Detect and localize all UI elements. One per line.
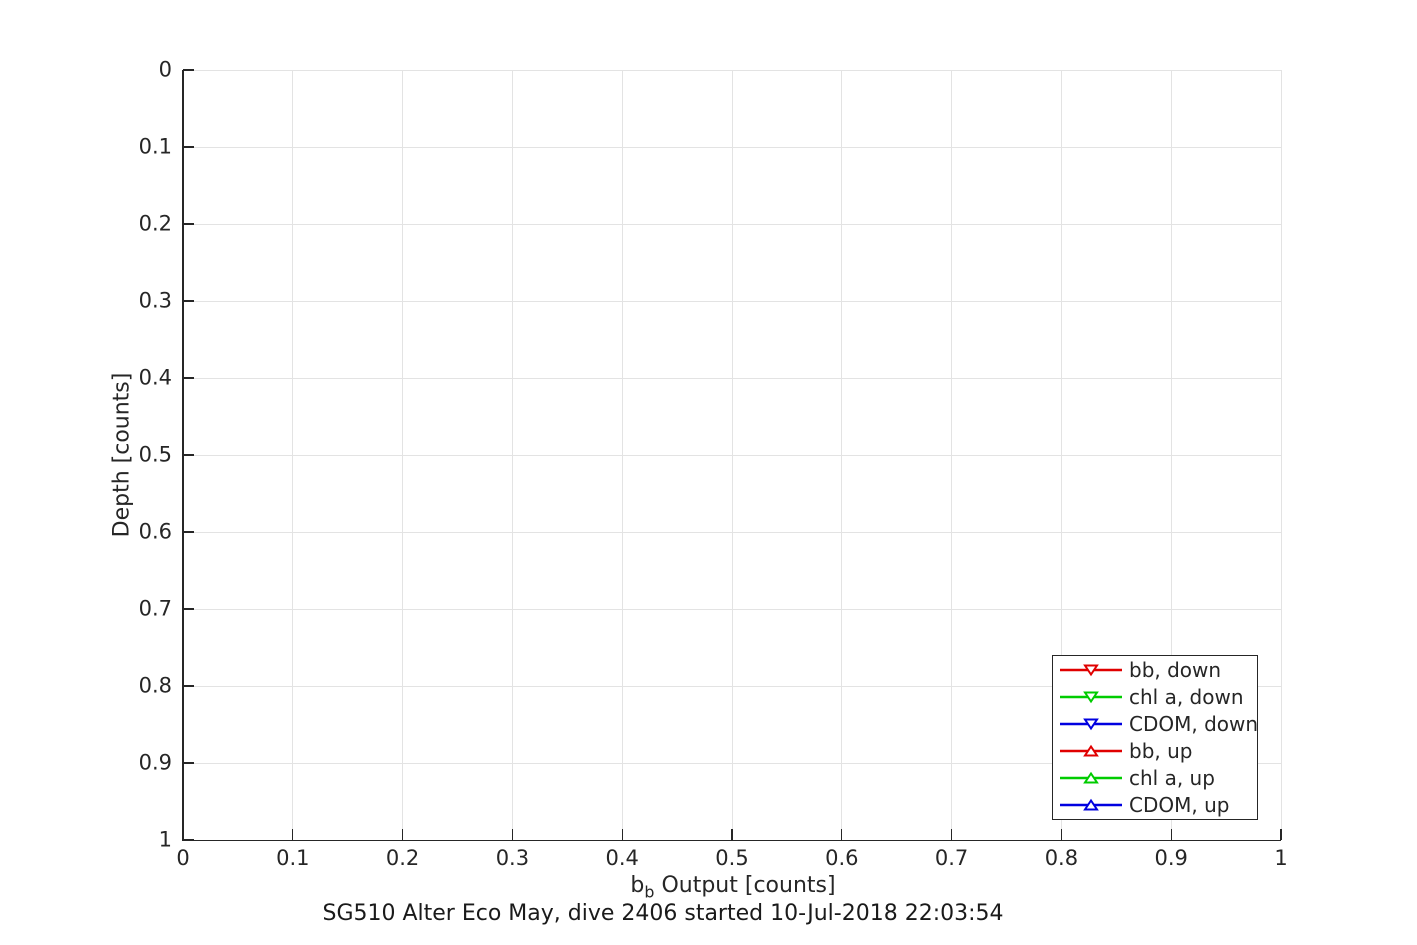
gridline-horizontal [183, 378, 1281, 379]
x-tick-mark [950, 829, 953, 840]
triangle-down-icon [1060, 664, 1122, 676]
legend-item: bb, down [1053, 656, 1257, 683]
y-tick-mark [183, 146, 194, 148]
triangle-down-icon [1060, 691, 1122, 704]
y-tick-label: 0.8 [138, 673, 172, 698]
plot-title: SG510 Alter Eco May, dive 2406 started 1… [322, 901, 1004, 926]
y-tick-label: 0.7 [138, 596, 172, 621]
x-tick-mark [1280, 829, 1282, 840]
legend-item: CDOM, up [1053, 792, 1257, 819]
x-tick-label: 0.2 [385, 846, 420, 870]
y-tick-label: 0.2 [138, 211, 172, 236]
y-tick-mark [183, 762, 194, 764]
x-axis-label-base: b [630, 873, 645, 898]
x-axis-label-subscript: b [644, 882, 655, 902]
x-tick-label: 0.4 [605, 846, 639, 870]
y-tick-label: 0.1 [138, 134, 172, 159]
x-axis-line [182, 839, 1281, 841]
legend-item-label: CDOM, down [1129, 711, 1259, 736]
y-tick-mark [183, 377, 194, 379]
triangle-up-icon [1060, 771, 1122, 784]
legend-item: chl a, up [1053, 765, 1257, 792]
y-tick-mark [183, 454, 194, 456]
y-tick-label: 0.6 [138, 519, 172, 544]
y-tick-mark [183, 69, 194, 71]
gridline-horizontal [183, 70, 1281, 71]
x-axis-label: bb Output [counts] [630, 873, 836, 900]
gridline-horizontal [183, 609, 1281, 610]
gridline-horizontal [183, 147, 1281, 148]
x-tick-label: 0.6 [825, 846, 859, 870]
x-tick-mark [621, 829, 623, 840]
x-tick-label: 1 [1274, 846, 1288, 870]
y-tick-mark [183, 839, 194, 841]
legend-item-label: CDOM, up [1129, 793, 1230, 818]
legend-item: CDOM, down [1053, 710, 1259, 737]
y-tick-label: 0.9 [138, 750, 172, 775]
x-tick-mark [1060, 829, 1063, 840]
x-tick-mark [511, 829, 514, 840]
x-tick-mark [401, 829, 404, 840]
gridline-horizontal [183, 686, 1281, 687]
legend-item-label: chl a, up [1129, 766, 1215, 791]
x-tick-label: 0.8 [1044, 846, 1079, 870]
y-tick-label: 0.4 [138, 365, 172, 390]
legend-item: bb, up [1053, 738, 1257, 765]
x-tick-label: 0 [176, 846, 190, 870]
plot-area [183, 70, 1282, 840]
legend-item: chl a, down [1053, 683, 1257, 710]
x-tick-label: 0.7 [934, 846, 969, 870]
x-tick-mark [182, 829, 184, 840]
y-tick-label: 0.5 [138, 442, 172, 467]
x-tick-label: 0.9 [1154, 846, 1188, 870]
y-tick-mark [183, 531, 194, 533]
legend: bb, down chl a, down CDOM, down bb, up chl a… [1052, 655, 1258, 820]
y-axis-label: Depth [counts] [109, 372, 135, 538]
x-tick-mark [731, 829, 733, 840]
x-tick-label: 0.5 [715, 846, 749, 870]
gridline-vertical [1280, 70, 1282, 840]
y-tick-mark [183, 223, 194, 225]
y-tick-label: 0 [158, 57, 172, 82]
x-tick-mark [841, 829, 843, 840]
legend-item-label: chl a, down [1129, 684, 1244, 709]
gridline-horizontal [183, 532, 1281, 533]
gridline-horizontal [183, 224, 1281, 225]
y-tick-mark [183, 300, 194, 302]
legend-item-label: bb, up [1129, 739, 1193, 764]
y-tick-label: 1 [158, 827, 172, 852]
y-tick-mark [183, 685, 194, 687]
triangle-up-icon [1060, 744, 1122, 757]
x-tick-label: 0.1 [276, 846, 310, 870]
triangle-up-icon [1060, 799, 1122, 811]
x-tick-mark [292, 829, 294, 840]
y-tick-mark [183, 608, 194, 610]
triangle-down-icon [1060, 718, 1122, 731]
x-tick-label: 0.3 [495, 846, 530, 870]
y-tick-label: 0.3 [138, 288, 172, 313]
x-axis-label-rest: Output [counts] [654, 873, 836, 898]
gridline-horizontal [183, 455, 1281, 456]
gridline-horizontal [183, 763, 1281, 764]
legend-item-label: bb, down [1129, 657, 1222, 682]
gridline-horizontal [183, 301, 1281, 302]
y-axis-line [182, 70, 184, 841]
x-tick-mark [1170, 829, 1172, 840]
